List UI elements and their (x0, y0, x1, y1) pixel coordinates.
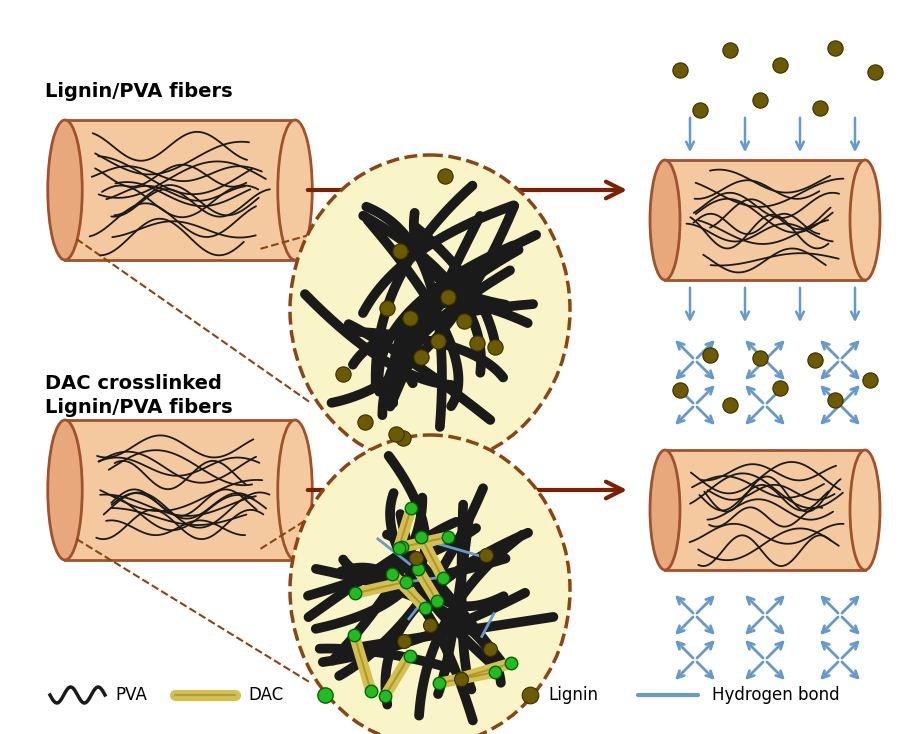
Ellipse shape (278, 120, 312, 260)
Ellipse shape (650, 160, 680, 280)
Ellipse shape (278, 420, 312, 560)
FancyBboxPatch shape (665, 160, 865, 280)
FancyBboxPatch shape (65, 420, 295, 560)
FancyBboxPatch shape (65, 120, 295, 260)
Text: Lignin/PVA fibers: Lignin/PVA fibers (45, 398, 233, 417)
Text: Hydrogen bond: Hydrogen bond (712, 686, 840, 704)
Text: PVA: PVA (115, 686, 147, 704)
Ellipse shape (48, 120, 82, 260)
Ellipse shape (290, 155, 570, 465)
Text: DAC crosslinked: DAC crosslinked (45, 374, 222, 393)
Ellipse shape (850, 160, 880, 280)
Ellipse shape (850, 450, 880, 570)
FancyBboxPatch shape (665, 450, 865, 570)
Text: DAC: DAC (248, 686, 284, 704)
Text: Lignin: Lignin (548, 686, 598, 704)
Ellipse shape (48, 420, 82, 560)
Text: Lignin/PVA fibers: Lignin/PVA fibers (45, 82, 233, 101)
Text: Crosslinking site: Crosslinking site (342, 686, 478, 704)
Ellipse shape (650, 450, 680, 570)
Ellipse shape (290, 435, 570, 734)
